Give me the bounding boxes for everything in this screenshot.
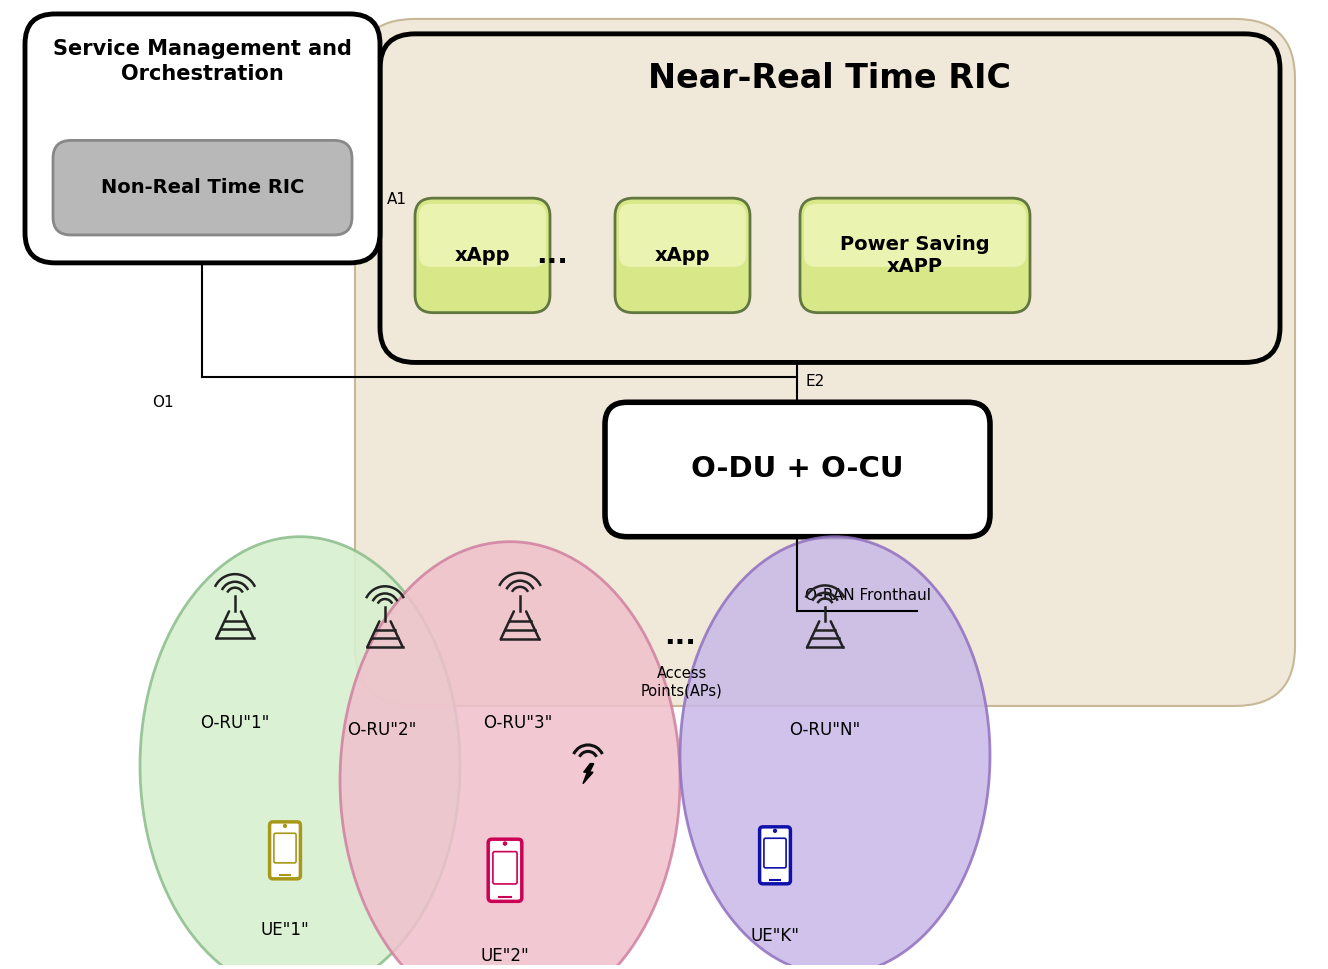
Circle shape (284, 825, 287, 828)
FancyBboxPatch shape (355, 19, 1295, 706)
Text: UE"2": UE"2" (481, 947, 530, 965)
Text: Non-Real Time RIC: Non-Real Time RIC (101, 178, 304, 198)
Text: E2: E2 (806, 374, 825, 390)
FancyBboxPatch shape (615, 198, 750, 313)
FancyBboxPatch shape (420, 203, 546, 266)
Text: O-RU"3": O-RU"3" (483, 714, 552, 732)
Ellipse shape (139, 537, 459, 969)
FancyBboxPatch shape (270, 822, 300, 879)
FancyBboxPatch shape (414, 198, 550, 313)
Text: O-DU + O-CU: O-DU + O-CU (692, 455, 904, 484)
Text: A1: A1 (386, 192, 406, 207)
FancyBboxPatch shape (799, 198, 1031, 313)
Text: Power Saving
xAPP: Power Saving xAPP (841, 234, 989, 276)
FancyBboxPatch shape (606, 402, 989, 537)
Text: ...: ... (537, 241, 568, 269)
Text: ...: ... (664, 622, 696, 650)
Circle shape (774, 829, 777, 832)
Text: UE"K": UE"K" (750, 927, 799, 945)
FancyBboxPatch shape (493, 852, 517, 884)
Text: UE"1": UE"1" (260, 922, 309, 939)
FancyBboxPatch shape (53, 141, 352, 235)
FancyBboxPatch shape (380, 34, 1280, 362)
FancyBboxPatch shape (274, 833, 296, 862)
Text: O1: O1 (153, 395, 174, 410)
Polygon shape (583, 764, 594, 784)
Text: O-RAN Fronthaul: O-RAN Fronthaul (806, 588, 931, 604)
Text: xApp: xApp (655, 246, 710, 265)
Text: Access
Points(APs): Access Points(APs) (641, 666, 722, 699)
Ellipse shape (680, 537, 989, 969)
Text: xApp: xApp (454, 246, 510, 265)
FancyBboxPatch shape (760, 827, 790, 884)
FancyBboxPatch shape (489, 839, 522, 901)
Text: O-RU"N": O-RU"N" (789, 721, 861, 739)
Text: Service Management and
Orchestration: Service Management and Orchestration (53, 39, 352, 83)
Text: O-RU"2": O-RU"2" (348, 721, 417, 739)
FancyBboxPatch shape (25, 14, 380, 263)
FancyBboxPatch shape (803, 203, 1027, 266)
FancyBboxPatch shape (764, 838, 786, 868)
Ellipse shape (340, 542, 680, 969)
Text: Near-Real Time RIC: Near-Real Time RIC (648, 62, 1012, 95)
Text: O-RU"1": O-RU"1" (201, 714, 270, 732)
FancyBboxPatch shape (619, 203, 746, 266)
Circle shape (503, 842, 506, 845)
